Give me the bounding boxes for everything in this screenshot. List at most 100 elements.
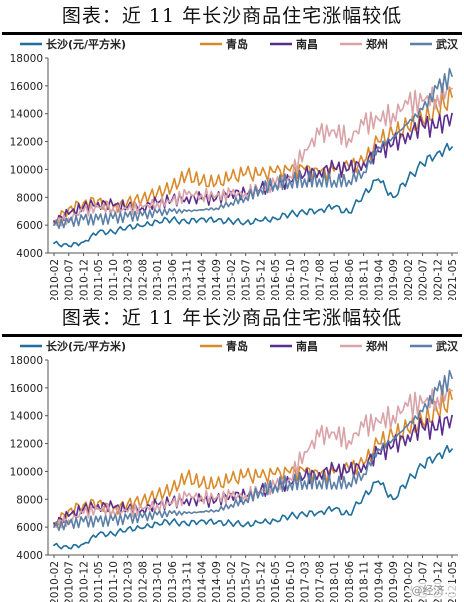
point-series-5 [67, 221, 70, 224]
point-series-3 [67, 515, 70, 517]
x-tick-label: 2020-12 [432, 259, 444, 300]
point-series-4 [421, 402, 424, 405]
point-series-4 [67, 519, 70, 522]
point-series-1 [112, 533, 114, 535]
point-series-1 [97, 533, 100, 535]
point-series-4 [406, 405, 409, 407]
point-series-5 [141, 214, 144, 217]
x-tick-label: 2015-07 [241, 561, 253, 602]
point-series-2 [259, 174, 262, 176]
point-series-1 [421, 163, 424, 165]
point-series-2 [333, 169, 335, 172]
point-series-1 [200, 519, 203, 522]
point-series-4 [171, 200, 173, 203]
point-series-4 [97, 206, 100, 208]
x-tick-label: 2014-04 [196, 561, 208, 602]
point-series-3 [67, 213, 70, 215]
point-series-1 [112, 231, 114, 234]
point-series-1 [215, 220, 218, 222]
point-series-2 [171, 488, 173, 491]
y-tick-label: 8000 [16, 494, 43, 506]
point-series-5 [289, 179, 291, 182]
point-series-1 [347, 211, 350, 214]
point-series-1 [274, 217, 276, 220]
y-tick-label: 18000 [10, 355, 43, 367]
point-series-4 [185, 193, 188, 196]
x-tick-label: 2017-08 [314, 259, 326, 300]
chart-title: 图表：近 11 年长沙商品住宅涨幅较低 [61, 5, 403, 27]
legend-label-series-2: 青岛 [226, 339, 248, 353]
point-series-3 [53, 220, 55, 222]
point-series-1 [141, 225, 144, 228]
point-series-5 [421, 410, 424, 413]
point-series-4 [230, 495, 232, 498]
point-series-4 [244, 494, 247, 496]
point-series-5 [230, 202, 232, 204]
y-tick-label: 14000 [10, 109, 43, 121]
point-series-2 [200, 483, 203, 485]
point-series-2 [200, 181, 203, 183]
point-series-5 [171, 512, 173, 515]
point-series-2 [333, 471, 335, 474]
point-series-4 [362, 426, 365, 428]
point-series-4 [392, 112, 394, 115]
point-series-3 [436, 428, 439, 431]
point-series-3 [347, 168, 350, 171]
point-series-4 [126, 208, 129, 211]
point-series-2 [377, 442, 380, 445]
point-series-1 [156, 220, 159, 222]
point-series-1 [244, 221, 247, 224]
y-tick-label: 18000 [10, 53, 43, 65]
point-series-1 [406, 178, 409, 181]
point-series-5 [274, 484, 276, 487]
point-series-3 [421, 124, 424, 126]
x-tick-label: 2014-04 [196, 259, 208, 300]
x-tick-label: 2015-02 [226, 259, 238, 300]
point-series-2 [230, 176, 232, 179]
x-tick-label: 2018-11 [359, 561, 371, 602]
point-series-5 [347, 179, 350, 182]
y-tick-label: 12000 [10, 137, 43, 149]
point-series-5 [333, 179, 335, 182]
point-series-1 [82, 543, 85, 545]
point-series-2 [436, 410, 439, 413]
point-series-2 [126, 502, 129, 505]
point-series-1 [171, 520, 173, 523]
line-series-2 [53, 86, 453, 224]
point-series-1 [82, 241, 85, 243]
point-series-5 [126, 517, 129, 520]
point-series-3 [436, 126, 439, 129]
legend-label-series-3: 南昌 [296, 37, 318, 51]
point-series-1 [421, 465, 424, 467]
point-series-2 [67, 207, 70, 210]
point-series-5 [362, 473, 365, 476]
point-series-2 [244, 474, 247, 477]
point-series-1 [215, 522, 218, 524]
point-series-5 [67, 523, 70, 526]
watermark: @经济... [408, 582, 458, 598]
x-tick-label: 2016-10 [285, 561, 297, 602]
point-series-1 [289, 213, 291, 215]
point-series-1 [318, 208, 321, 211]
point-series-5 [215, 207, 218, 210]
x-tick-label: 2020-07 [418, 259, 430, 300]
y-tick-label: 6000 [16, 220, 43, 232]
point-series-2 [406, 126, 409, 129]
point-series-1 [97, 231, 100, 234]
point-series-5 [377, 448, 380, 450]
point-series-3 [362, 161, 365, 164]
point-series-1 [289, 515, 291, 517]
point-series-2 [274, 171, 276, 174]
point-series-1 [230, 220, 232, 222]
point-series-5 [436, 389, 439, 392]
point-series-4 [377, 118, 380, 121]
x-tick-label: 2013-11 [182, 561, 194, 602]
point-series-2 [230, 478, 232, 481]
point-series-5 [421, 108, 424, 111]
x-tick-label: 2013-06 [167, 561, 179, 602]
y-tick-label: 14000 [10, 411, 43, 423]
point-series-2 [406, 428, 409, 431]
point-series-1 [347, 513, 350, 516]
point-series-1 [230, 522, 232, 524]
title-divider [2, 32, 462, 35]
